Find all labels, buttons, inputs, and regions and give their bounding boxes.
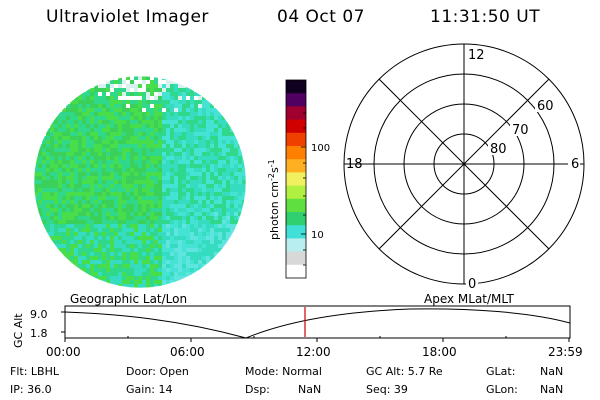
colorbar-unit-label: photon cm-2s-1 (267, 159, 281, 240)
colorbar-tick-100: 100 (311, 143, 330, 154)
status-filter: Flt: LBHL (10, 365, 59, 378)
status-mode: Mode: Normal (245, 365, 322, 378)
status-glat-label: GLat: (486, 365, 516, 378)
timeline-right-title: Apex MLat/MLT (424, 292, 514, 306)
observation-time: 11:31:50 UT (430, 7, 541, 27)
status-dsp-value: NaN (298, 383, 322, 396)
y-tick-1-8: 1.8 (30, 327, 48, 340)
status-glon-label: GLon: (486, 383, 518, 396)
mlat-label-70: 70 (512, 123, 529, 138)
app-title: Ultraviolet Imager (46, 7, 209, 27)
mlt-label-18: 18 (346, 157, 363, 172)
x-tick-1800: 18:00 (422, 345, 457, 359)
status-seq: Seq: 39 (366, 383, 408, 396)
mlt-label-12: 12 (468, 48, 485, 63)
status-dsp-label: Dsp: (245, 383, 270, 396)
x-tick-0600: 06:00 (170, 345, 205, 359)
status-ip: IP: 36.0 (10, 383, 52, 396)
mlt-label-6: 6 (571, 157, 579, 172)
status-door: Door: Open (126, 365, 189, 378)
x-tick-0000: 00:00 (46, 345, 81, 359)
status-glat-value: NaN (540, 365, 564, 378)
mlat-label-80: 80 (490, 142, 507, 157)
gc-altitude-curve (64, 308, 571, 339)
status-glon-value: NaN (540, 383, 564, 396)
observation-date: 04 Oct 07 (277, 7, 365, 27)
mlt-label-0: 0 (468, 277, 476, 292)
uv-image-pixels (34, 76, 246, 288)
x-tick-2359: 23:59 (548, 345, 583, 359)
timeline-ylabel: GC Alt (12, 313, 25, 348)
colorbar-tick-10: 10 (311, 230, 324, 241)
timeline-left-title: Geographic Lat/Lon (70, 292, 188, 306)
y-tick-9: 9.0 (30, 308, 48, 321)
status-gc-alt: GC Alt: 5.7 Re (366, 365, 443, 378)
mlat-label-60: 60 (537, 99, 554, 114)
status-gain: Gain: 14 (126, 383, 173, 396)
x-tick-1200: 12:00 (296, 345, 331, 359)
